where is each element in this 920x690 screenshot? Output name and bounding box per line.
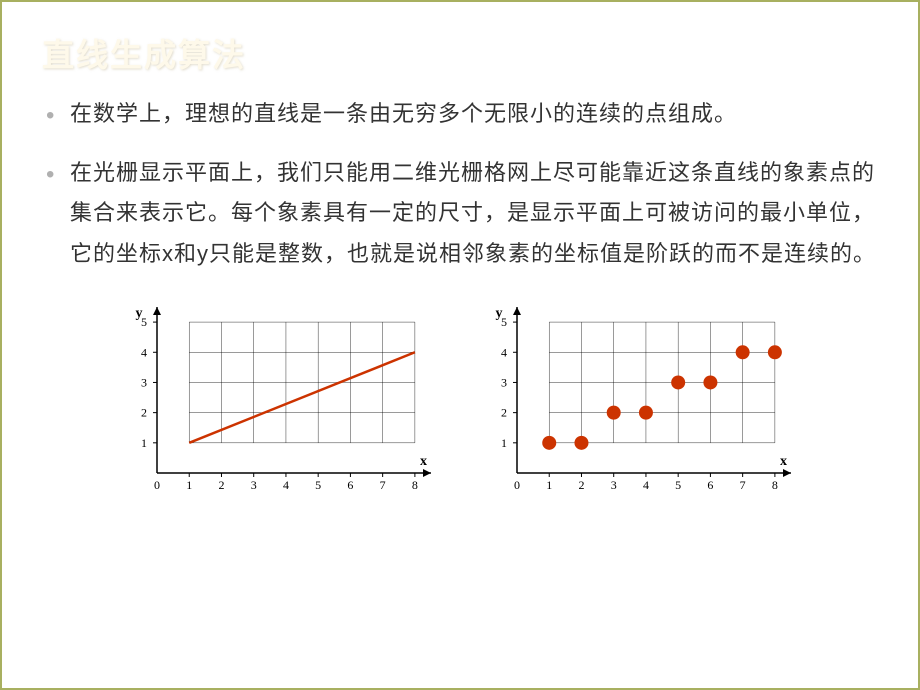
svg-text:0: 0 [514,478,520,492]
svg-text:y: y [136,306,143,321]
svg-text:y: y [496,306,503,321]
svg-text:4: 4 [141,345,147,359]
svg-text:8: 8 [412,478,418,492]
svg-text:6: 6 [347,478,353,492]
svg-text:2: 2 [141,405,147,419]
svg-text:1: 1 [186,478,192,492]
svg-text:1: 1 [501,436,507,450]
svg-text:1: 1 [546,478,552,492]
svg-text:1: 1 [141,436,147,450]
slide-title: 直线生成算法 [42,30,878,76]
svg-text:5: 5 [675,478,681,492]
svg-text:3: 3 [141,375,147,389]
svg-text:x: x [420,454,427,469]
slide-frame: 直线生成算法 在数学上，理想的直线是一条由无穷多个无限小的连续的点组成。 在光栅… [0,0,920,690]
svg-text:7: 7 [380,478,386,492]
svg-text:6: 6 [707,478,713,492]
svg-text:3: 3 [611,478,617,492]
svg-text:0: 0 [154,478,160,492]
svg-text:4: 4 [283,478,289,492]
svg-text:3: 3 [501,375,507,389]
svg-text:3: 3 [251,478,257,492]
chart-right: 01234567812345xy [475,293,805,503]
svg-text:x: x [780,454,787,469]
bullet-1: 在数学上，理想的直线是一条由无穷多个无限小的连续的点组成。 [42,94,878,135]
bullet-2: 在光栅显示平面上，我们只能用二维光栅格网上尽可能靠近这条直线的象素点的集合来表示… [42,153,878,275]
svg-text:2: 2 [501,405,507,419]
svg-text:8: 8 [772,478,778,492]
charts-row: 01234567812345xy 01234567812345xy [42,293,878,503]
svg-text:7: 7 [740,478,746,492]
svg-text:2: 2 [218,478,224,492]
svg-text:4: 4 [501,345,507,359]
chart-left: 01234567812345xy [115,293,445,503]
svg-text:2: 2 [578,478,584,492]
svg-text:5: 5 [315,478,321,492]
svg-text:4: 4 [643,478,649,492]
